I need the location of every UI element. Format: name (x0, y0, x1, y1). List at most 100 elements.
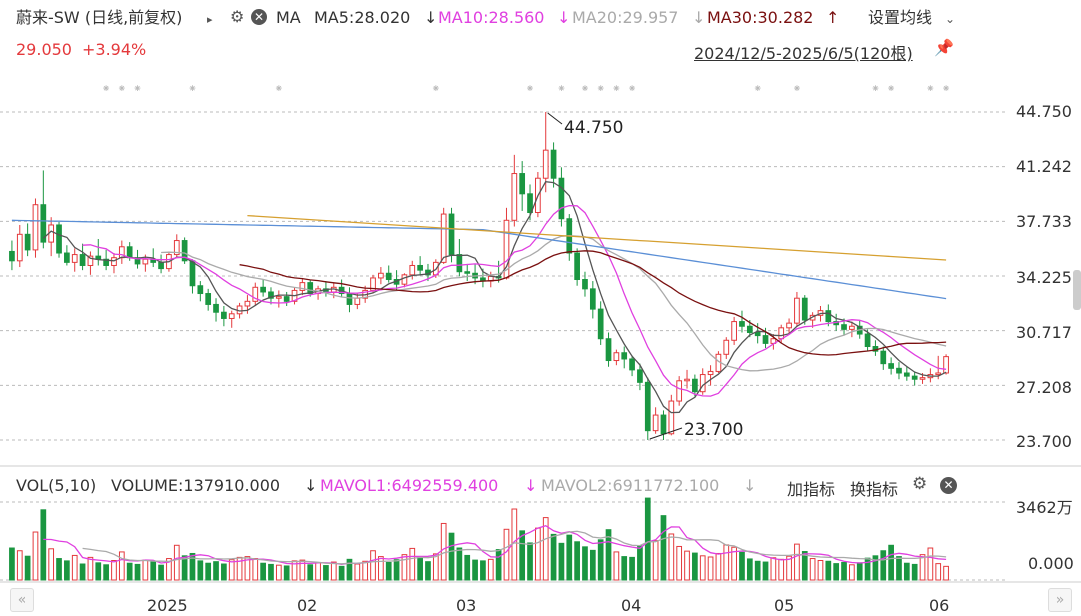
volume-bar (260, 562, 266, 581)
volume-bar (746, 558, 753, 581)
gear-icon[interactable]: ⚙ (912, 474, 928, 494)
volume-bar (158, 564, 164, 581)
candle-body (801, 297, 808, 321)
volume-bar (472, 559, 478, 581)
volume-bar (817, 560, 824, 581)
candle-body (597, 308, 604, 340)
candle-body (684, 378, 690, 382)
candle-body (417, 264, 423, 271)
event-marker-icon: ⁕ (871, 82, 880, 95)
volume-bar (660, 515, 667, 581)
candle-body (911, 375, 918, 380)
volume-bar (699, 555, 706, 581)
ma-settings-button[interactable]: 设置均线 (868, 8, 933, 27)
high-pointer (547, 112, 563, 125)
chevron-down-icon[interactable]: ⌄ (945, 12, 956, 26)
ma20-line (161, 234, 947, 372)
volume-bar (291, 560, 298, 581)
mavol2-value: MAVOL2:6911772.100 (541, 476, 720, 495)
volume-bar (558, 542, 565, 581)
close-icon[interactable]: ✕ (251, 9, 267, 25)
volume-bar (527, 542, 533, 581)
ma20-value: MA20:29.957 (572, 8, 679, 27)
volume-bar (621, 556, 628, 581)
event-marker-icon: ⁕ (133, 82, 142, 95)
ma20-arrow-icon: ↓ (692, 8, 706, 27)
event-marker-icon: ⁕ (117, 82, 126, 95)
high-annotation: 44.750 (564, 118, 624, 138)
candle-body (629, 358, 635, 371)
price-tick: 23.700 (1016, 432, 1072, 451)
scroll-left-button[interactable]: « (10, 588, 34, 612)
low-pointer (649, 427, 683, 440)
volume-bar (299, 559, 306, 581)
candle-body (888, 363, 894, 369)
volume-bar (283, 565, 290, 581)
stock-title[interactable]: 蔚来-SW (日线,前复权) (16, 8, 183, 27)
candle-body (511, 173, 518, 221)
gear-icon[interactable]: ⚙ (230, 7, 245, 26)
side-scroll-handle[interactable] (1073, 270, 1081, 310)
candle-body (448, 213, 455, 256)
candle-body (841, 324, 847, 330)
event-marker-icon: ⁕ (926, 82, 935, 95)
volume-bar (111, 560, 117, 581)
volume-bar (448, 532, 455, 581)
candle-body (574, 252, 580, 281)
scroll-right-button[interactable]: » (1048, 588, 1072, 612)
price-tick: 34.225 (1016, 268, 1072, 287)
volume-bar (550, 533, 557, 581)
volume-bar (142, 559, 149, 581)
candle-body (40, 204, 47, 243)
candle-body (346, 293, 353, 305)
candle-body (519, 173, 526, 195)
volume-bar (943, 565, 949, 581)
add-indicator-button[interactable]: 加指标 (787, 480, 836, 499)
candle-body (103, 258, 109, 266)
switch-indicator-button[interactable]: 换指标 (850, 480, 899, 499)
volume-bar (409, 547, 416, 581)
candle-body (32, 204, 39, 251)
volume-tick: 0.000 (1028, 554, 1074, 573)
time-tick: 03 (456, 596, 477, 615)
volume-tick: 3462万 (1016, 498, 1073, 517)
volume-bar (856, 562, 863, 581)
candle-body (676, 380, 683, 402)
volume-arrow-icon: ↓ (304, 476, 318, 495)
ma5-value: MA5:28.020 (314, 8, 411, 27)
volume-bar (9, 547, 15, 581)
volume-bar (809, 558, 816, 581)
volume-bar (197, 560, 204, 581)
date-range[interactable]: 2024/12/5-2025/6/5(120根) (694, 44, 913, 63)
candle-body (275, 296, 282, 299)
triangle-right-icon[interactable]: ▸ (207, 13, 213, 26)
price-tick: 37.733 (1016, 212, 1072, 231)
volume-bar (911, 563, 918, 581)
volume-bar (378, 556, 384, 581)
close-icon[interactable]: ✕ (940, 477, 957, 494)
ma10-line (82, 204, 947, 397)
volume-bar (244, 556, 251, 581)
volume-bar (684, 550, 690, 581)
candle-body (589, 288, 596, 310)
volume-bar (275, 564, 282, 581)
volume-bar (574, 541, 580, 581)
volume-bar (919, 554, 926, 581)
candle-body (935, 372, 942, 376)
volume-bar (432, 553, 439, 581)
volume-bar (644, 497, 651, 581)
candle-body (79, 254, 86, 266)
volume-bar (173, 544, 180, 581)
volume-bar (715, 552, 722, 581)
ma60-line (11, 219, 947, 300)
candle-body (181, 240, 188, 262)
candle-body (16, 233, 23, 262)
candle-body (896, 367, 902, 374)
event-marker-icon: ⁕ (557, 82, 566, 95)
volume-bar (676, 545, 683, 581)
volume-bar (134, 563, 141, 581)
pin-icon[interactable]: 📌 (934, 38, 954, 57)
candle-body (158, 261, 164, 270)
volume-bar (731, 546, 737, 581)
mavol1-arrow-icon: ↓ (524, 476, 538, 495)
